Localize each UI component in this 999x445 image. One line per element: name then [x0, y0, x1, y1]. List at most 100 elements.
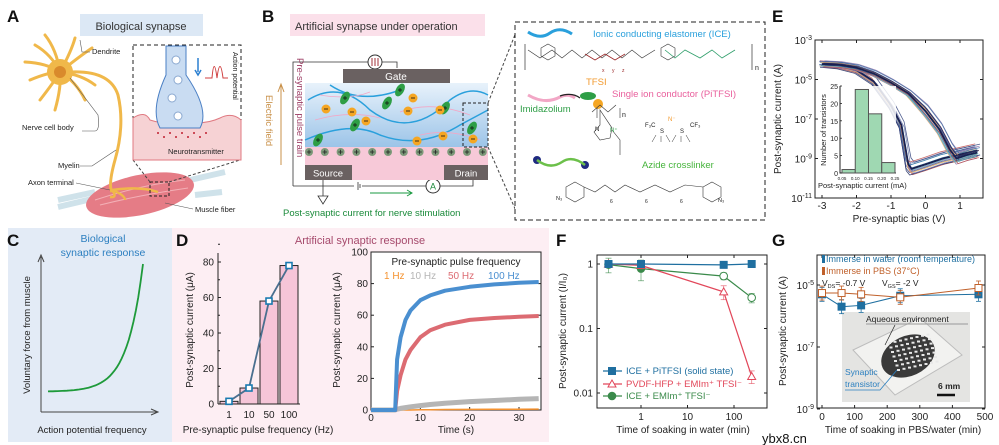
legend-entry: 10 Hz	[410, 271, 436, 282]
transistor-dot	[891, 351, 894, 353]
data-marker	[857, 290, 866, 299]
plus-glyph	[316, 138, 320, 142]
aqueous-label: Aqueous environment	[866, 314, 949, 324]
post-current-label: Post-synaptic current for nerve stimulat…	[283, 208, 460, 219]
x-tick-label: 0	[819, 412, 825, 423]
drain-label: Drain	[455, 169, 478, 180]
transistor-dot	[904, 338, 908, 341]
pitfsi-structure	[591, 104, 621, 155]
legend-title: Pre-synaptic pulse frequency	[392, 257, 521, 268]
y-axis	[37, 253, 45, 412]
atom-s: S	[680, 129, 684, 135]
x-axis-label: Time (s)	[438, 425, 474, 436]
y-tick-label-base: 10	[797, 281, 809, 292]
transistor-dot	[914, 350, 918, 353]
neurotransmitter-dot	[205, 132, 207, 134]
leader	[79, 39, 90, 53]
x-tick-label: 100	[846, 412, 863, 423]
x-axis-label: Pre-synaptic pulse frequency (Hz)	[183, 425, 334, 436]
x-tick-label: -2	[852, 201, 861, 212]
data-marker	[746, 371, 757, 381]
axes-frame	[816, 254, 986, 409]
atom-n-minus: N⁻	[668, 117, 676, 123]
electric-field-label: Electric field	[263, 95, 274, 146]
y-tick-label-exp: -5	[806, 75, 812, 82]
upy-segment	[664, 49, 736, 59]
panel-b: Artificial synapse under operation A Gate S…	[263, 14, 766, 221]
transistor-dot	[894, 360, 897, 362]
device-photo: Aqueous environment Synaptic transistor 6 m…	[842, 312, 970, 402]
y-tick-label: 10-3	[795, 35, 812, 47]
data-marker	[857, 301, 866, 310]
tendon-right	[189, 169, 226, 198]
transistor-dot	[927, 352, 930, 355]
x-tick-label: 500	[977, 412, 994, 423]
panel-f: 1 10 100 1 0.1 0.01 ICE + PiTFSI (solid state)…	[558, 254, 768, 436]
presynaptic-terminal	[155, 45, 204, 129]
x-tick-label: 0	[923, 201, 929, 212]
y-tick-label: 40	[203, 329, 215, 340]
y-axis-label: Post-synaptic current (μA)	[185, 272, 196, 388]
axon-terminal	[109, 187, 159, 201]
leader	[69, 77, 99, 132]
repeat-brackets	[524, 44, 753, 70]
neurotransmitter-dot	[169, 132, 171, 134]
transistor-dot	[895, 364, 899, 367]
inset-y-tick-label: 10	[830, 136, 838, 143]
cyclohexane-ring	[540, 43, 556, 61]
panel-b-title: Artificial synapse under operation	[295, 21, 458, 33]
ice-label: Ionic conducting elastomer (ICE)	[593, 29, 731, 40]
x-tick-label: 100	[726, 412, 743, 423]
data-marker	[285, 261, 293, 270]
inset-x-tick-label: 0.25	[891, 176, 900, 181]
inset-y-tick-label: 15	[830, 119, 838, 126]
transistor-dot	[921, 354, 925, 356]
legend-marker	[607, 391, 617, 401]
transistor-dot	[922, 339, 926, 342]
panel-letter-G: G	[772, 231, 785, 250]
transistor-dot	[908, 366, 911, 369]
data-marker	[718, 286, 729, 296]
transfer-curves	[819, 60, 981, 176]
legend-marker	[608, 367, 616, 375]
plus-glyph	[449, 149, 454, 155]
bias-subscript: DS	[828, 284, 836, 290]
data-marker	[747, 293, 756, 303]
transistor-dot	[928, 357, 932, 360]
plus-glyph	[433, 149, 438, 155]
transfer-curve	[824, 60, 980, 153]
neurotransmitter-dot	[193, 132, 195, 134]
x-tick-label: 30	[513, 413, 525, 424]
legend-marker	[822, 255, 825, 263]
atom-n3: N₃	[718, 198, 724, 204]
x-tick-label: 400	[944, 412, 961, 423]
crosslinker-label: Azide crosslinker	[642, 160, 714, 171]
x-tick-label: 1	[226, 410, 232, 421]
y-tick-label: 10-7	[795, 114, 812, 126]
transistor-dot	[895, 345, 898, 348]
y-tick-label-exp: -3	[806, 35, 812, 42]
scale-label: 6 mm	[938, 381, 961, 391]
inset-y-axis-label: Number of transistors	[819, 94, 828, 166]
inset-y-tick-label: 5	[834, 154, 838, 161]
data-marker	[225, 397, 233, 406]
x-axis-label: Action potential frequency	[37, 425, 147, 436]
tfsi-label: TFSI	[586, 77, 607, 88]
bias-symbol: V	[822, 278, 828, 288]
x-tick-label: 1	[957, 201, 963, 212]
panel-letter-A: A	[7, 7, 19, 26]
atom-f3c: F₃C	[645, 123, 656, 129]
label-dendrite: Dendrite	[92, 47, 120, 56]
neurotransmitter-dot	[175, 136, 177, 138]
atom-s: S	[660, 129, 664, 135]
sub-n: n	[755, 65, 759, 72]
y-tick-label: 10-9	[795, 154, 812, 166]
atom-cf3: CF₃	[690, 123, 701, 129]
leader	[884, 324, 896, 346]
y-tick-label: 60	[357, 311, 369, 322]
plus-glyph	[343, 96, 347, 100]
y-tick-label: 10-9	[797, 404, 814, 416]
data-marker	[974, 284, 983, 293]
synaptic-label: Synaptic	[845, 367, 878, 377]
